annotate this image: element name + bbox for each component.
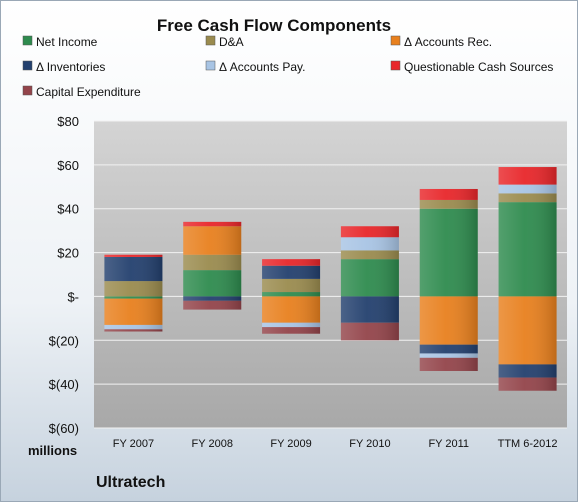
bar-segment-shade (419, 188, 478, 200)
x-tick-label: TTM 6-2012 (498, 438, 558, 450)
y-tick-label: $60 (57, 158, 79, 173)
bar-segment-shade (104, 296, 163, 299)
legend-swatch (390, 60, 401, 71)
legend-entry: Δ Accounts Rec. (404, 35, 492, 49)
bar-segment-shade (419, 199, 478, 209)
bar-segment-shade (498, 364, 557, 378)
bar-segment-shade (419, 344, 478, 354)
bar-segment-shade (498, 167, 557, 185)
units-label: millions (28, 443, 77, 458)
y-tick-label: $- (67, 289, 79, 304)
bar-segment-shade (262, 265, 321, 279)
bar-segment-shade (183, 221, 242, 227)
x-tick-label: FY 2011 (428, 438, 469, 450)
bar-segment-shade (262, 327, 321, 334)
legend-entry: Questionable Cash Sources (404, 60, 553, 74)
legend-entry: Δ Accounts Pay. (219, 60, 306, 74)
company-name: Ultratech (96, 474, 165, 491)
bar-segment-shade (104, 256, 163, 282)
bar-segment-shade (340, 250, 399, 260)
legend-swatch (205, 60, 216, 71)
bar-segment-shade (498, 377, 557, 391)
legend-entry: Capital Expenditure (36, 85, 141, 99)
bar-segment-shade (498, 296, 557, 365)
y-tick-label: $20 (57, 246, 79, 261)
bar-segment-shade (262, 292, 321, 297)
bar-segment-shade (419, 353, 478, 358)
bar-segment-shade (183, 300, 242, 310)
legend-swatch (22, 35, 33, 46)
y-tick-label: $80 (57, 114, 79, 129)
bar-segment-shade (498, 193, 557, 203)
bar-segment-shade (419, 208, 478, 297)
bar-segment-shade (183, 226, 242, 255)
x-tick-label: FY 2008 (192, 438, 233, 450)
legend-swatch (390, 35, 401, 46)
bar-segment-shade (183, 254, 242, 271)
legend: Net Income D&A Δ Accounts Rec. Δ Inventorie… (22, 35, 553, 99)
chart-title: Free Cash Flow Components (157, 16, 391, 35)
legend-entry: Δ Inventories (36, 60, 105, 74)
y-tick-label: $(40) (49, 377, 79, 392)
bar-segment-shade (104, 281, 163, 297)
bar-segment-shade (104, 329, 163, 332)
bar-segment-shade (340, 237, 399, 251)
y-axis: $80 $60 $40 $20 $- $(20) $(40) $(60) (49, 114, 79, 436)
bar-segment-shade (104, 324, 163, 330)
x-tick-label: FY 2009 (270, 438, 311, 450)
bar-segment-shade (419, 357, 478, 371)
legend-entry: Net Income (36, 35, 98, 49)
bar-segment-shade (262, 278, 321, 293)
bar-segment-shade (104, 298, 163, 325)
x-tick-label: FY 2007 (113, 438, 154, 450)
bar-segment-shade (104, 254, 163, 257)
bar-segment-shade (262, 296, 321, 323)
bar-segment-shade (340, 322, 399, 341)
legend-swatch (22, 60, 33, 71)
bar-segment-shade (183, 270, 242, 297)
bar-segment-shade (340, 296, 399, 323)
bar-segment-shade (498, 184, 557, 194)
bar-segment-shade (183, 296, 242, 301)
x-tick-label: FY 2010 (349, 438, 390, 450)
bars (104, 167, 557, 391)
legend-entry: D&A (219, 35, 244, 49)
bar-segment-shade (262, 322, 321, 328)
grid-lines (94, 120, 567, 429)
y-tick-label: $(60) (49, 421, 79, 436)
y-tick-label: $40 (57, 202, 79, 217)
y-tick-label: $(20) (49, 333, 79, 348)
x-axis: FY 2007 FY 2008 FY 2009 FY 2010 FY 2011 TTM 6… (113, 438, 558, 450)
bar-segment-shade (340, 259, 399, 297)
plot-area (94, 121, 567, 428)
bar-segment-shade (419, 296, 478, 345)
legend-swatch (205, 35, 216, 46)
bar-segment-shade (498, 202, 557, 297)
legend-swatch (22, 85, 33, 96)
bar-segment-shade (340, 226, 399, 238)
bar-segment-shade (262, 259, 321, 266)
